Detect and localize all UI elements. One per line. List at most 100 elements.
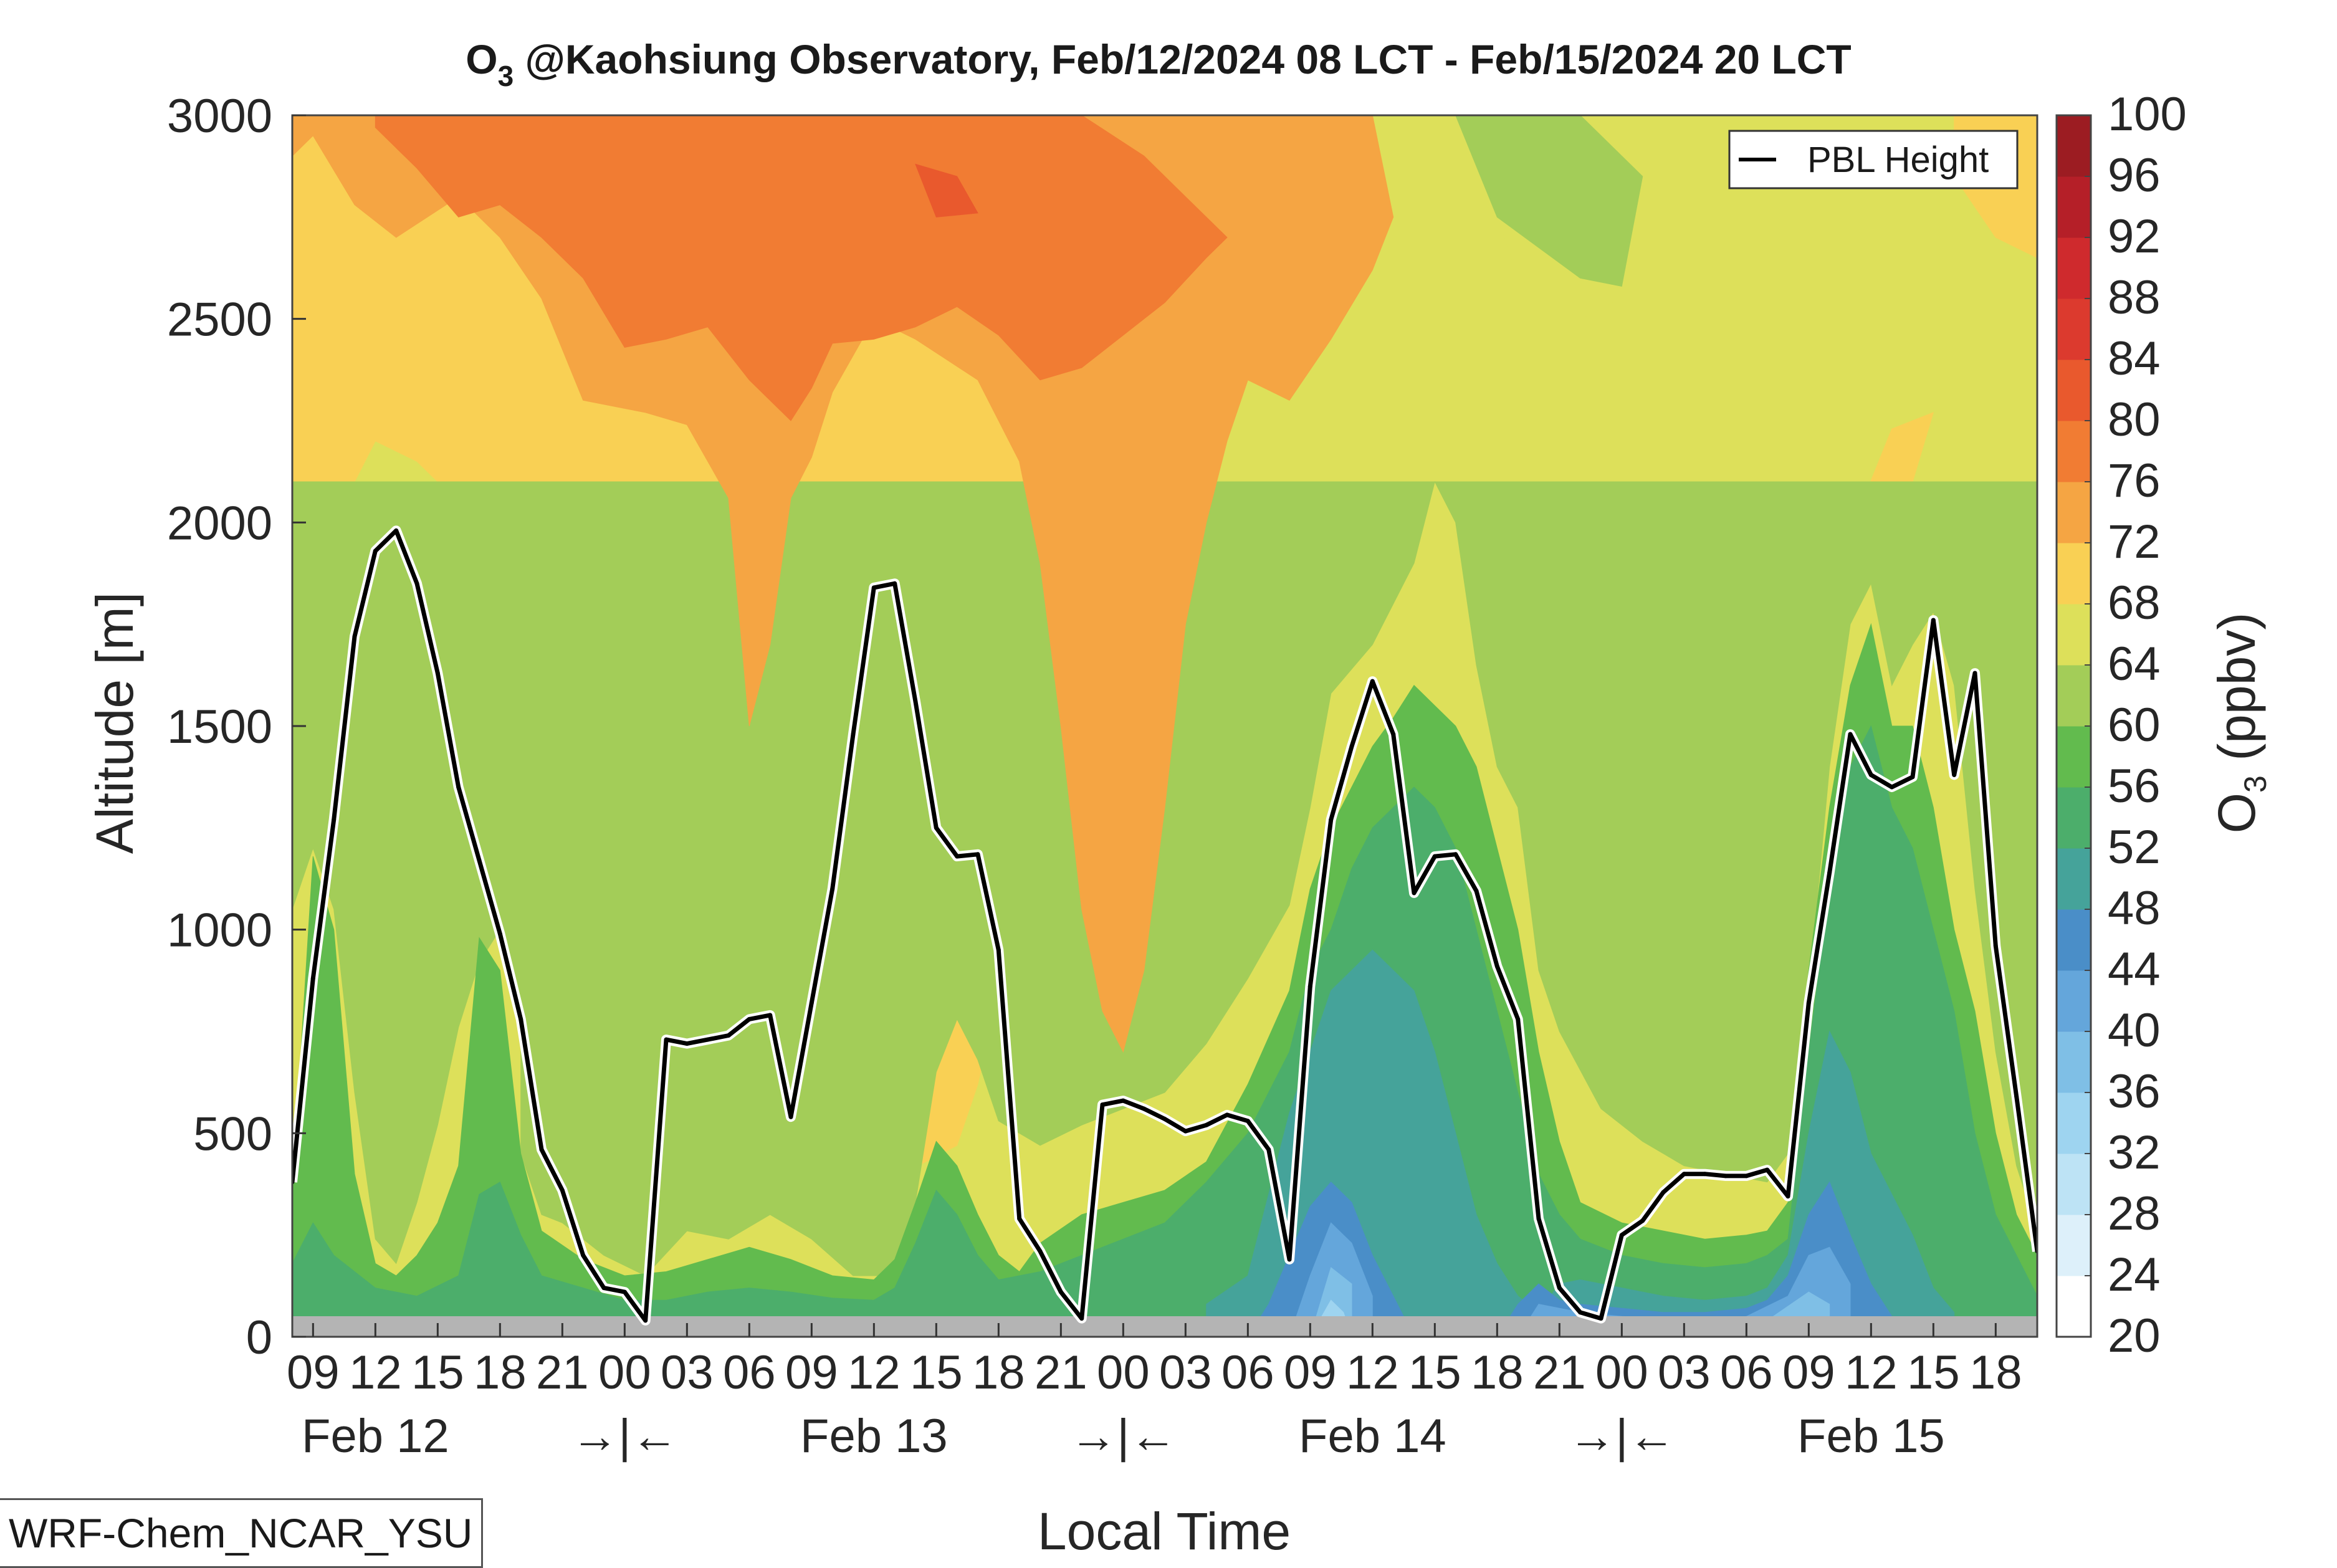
x-tick-label: 06 [1720, 1346, 1773, 1399]
pbl-height-point [1225, 1112, 1230, 1117]
pbl-height-point [1183, 1129, 1188, 1134]
colorbar-tick-label: 64 [2108, 638, 2161, 691]
colorbar-segment [2057, 482, 2091, 543]
pbl-height-point [1890, 785, 1895, 790]
x-tick-label: 18 [1471, 1346, 1524, 1399]
legend: PBL Height [1728, 130, 2019, 189]
colorbar-tick-label: 72 [2108, 515, 2161, 568]
pbl-height-point [1599, 1316, 1603, 1321]
pbl-height-point [394, 528, 399, 533]
x-axis-day-labels: Feb 12 →|← Feb 13 →|← Feb 14 →|← Feb 15 [302, 1410, 1945, 1463]
x-tick-label: 18 [972, 1346, 1025, 1399]
pbl-height-point [519, 1016, 523, 1021]
pbl-height-point [560, 1188, 565, 1193]
o3-level-region-12 [375, 115, 1228, 421]
pbl-height-point [373, 548, 378, 553]
pbl-height-point [1079, 1316, 1084, 1321]
x-tick-label: 09 [1284, 1346, 1337, 1399]
pbl-height-point [892, 581, 897, 586]
pbl-height-point [1100, 1102, 1105, 1107]
colorbar-tick-label: 60 [2108, 699, 2161, 752]
o3-level-region-6 [1206, 949, 1955, 1334]
pbl-height-point [871, 585, 876, 590]
colorbar-segment [2057, 665, 2091, 727]
pbl-height-point [456, 785, 461, 790]
colorbar-tick-label: 100 [2108, 88, 2187, 141]
pbl-height-point [1952, 772, 1957, 777]
pbl-height-point [664, 1037, 669, 1042]
pbl-height-point [975, 852, 980, 857]
x-tick-label: 09 [287, 1346, 340, 1399]
pbl-height-series [292, 525, 2037, 1326]
pbl-height-point [643, 1318, 648, 1323]
pbl-height-point [539, 1147, 544, 1152]
day-label: →|← [1568, 1410, 1675, 1463]
colorbar-tick-label: 40 [2108, 1004, 2161, 1057]
x-tick-label: 15 [910, 1346, 963, 1399]
x-tick-label: 12 [1845, 1346, 1898, 1399]
day-label: →|← [1069, 1410, 1177, 1463]
pbl-height-point [1848, 732, 1853, 737]
pbl-height-point [1723, 1174, 1728, 1178]
pbl-height-point [1806, 1000, 1811, 1005]
colorbar: 20 24 28 32 36 40 44 48 52 56 60 64 68 72 76 80 84 88 92 96… [2055, 88, 2187, 1362]
colorbar-tick-label: 24 [2108, 1248, 2161, 1301]
pbl-height-point [1681, 1172, 1686, 1177]
x-tick-label: 00 [1595, 1346, 1648, 1399]
pbl-height-point [1038, 1249, 1043, 1254]
pbl-height-point [1329, 817, 1334, 822]
x-tick-label: 21 [536, 1346, 589, 1399]
pbl-height-point [414, 581, 419, 586]
o3-contour-fields [292, 115, 2037, 1334]
pbl-height-point [1578, 1310, 1583, 1315]
colorbar-segment [2057, 970, 2091, 1032]
pbl-height-point [788, 1114, 793, 1119]
colorbar-tick-label: 76 [2108, 454, 2161, 507]
colorbar-tick-label: 80 [2108, 393, 2161, 446]
x-tick-label: 03 [1658, 1346, 1711, 1399]
colorbar-tick-label: 92 [2108, 210, 2161, 263]
pbl-height-point [955, 854, 960, 859]
legend-pbl-label: PBL Height [1807, 140, 1989, 180]
x-tick-label: 12 [349, 1346, 402, 1399]
pbl-height-point [830, 886, 835, 891]
pbl-height-point [1204, 1122, 1209, 1127]
colorbar-tick-label: 44 [2108, 943, 2161, 996]
pbl-height-point [747, 1016, 752, 1021]
colorbar-segment [2057, 421, 2091, 482]
pbl-height-point [1619, 1233, 1624, 1238]
colorbar-segment [2057, 909, 2091, 971]
terrain-band [292, 1316, 2037, 1337]
x-tick-label: 12 [848, 1346, 901, 1399]
pbl-height-point [1245, 1119, 1250, 1124]
colorbar-segment [2057, 848, 2091, 910]
x-tick-label: 15 [1907, 1346, 1960, 1399]
pbl-height-point [1121, 1098, 1125, 1103]
colorbar-segment [2057, 1031, 2091, 1093]
x-axis-label: Local Time [1038, 1502, 1291, 1558]
colorbar-tick-label: 96 [2108, 149, 2161, 202]
day-label: →|← [571, 1410, 678, 1463]
x-tick-label: 21 [1035, 1346, 1087, 1399]
pbl-height-point [1017, 1217, 1022, 1221]
colorbar-segment [2057, 787, 2091, 849]
pbl-height-point [1058, 1289, 1063, 1294]
pbl-height-point [1785, 1194, 1790, 1199]
pbl-height-point [1931, 618, 1936, 623]
pbl-height-point [497, 931, 502, 936]
day-label: Feb 13 [800, 1410, 948, 1463]
o3-level-region-15 [1455, 115, 1643, 287]
pbl-height-point [1703, 1172, 1708, 1177]
pbl-height-point [1162, 1117, 1167, 1121]
y-tick-label: 2500 [167, 294, 272, 347]
y-tick-label: 3000 [167, 90, 272, 143]
colorbar-segment [2057, 299, 2091, 360]
pbl-height-point [996, 947, 1001, 952]
y-tick-label: 2000 [167, 497, 272, 550]
pbl-height-point [1391, 732, 1396, 737]
pbl-height-point [684, 1041, 689, 1046]
pbl-height-point [1557, 1286, 1562, 1291]
colorbar-segment [2057, 1276, 2091, 1337]
colorbar-tick-label: 52 [2108, 821, 2161, 874]
